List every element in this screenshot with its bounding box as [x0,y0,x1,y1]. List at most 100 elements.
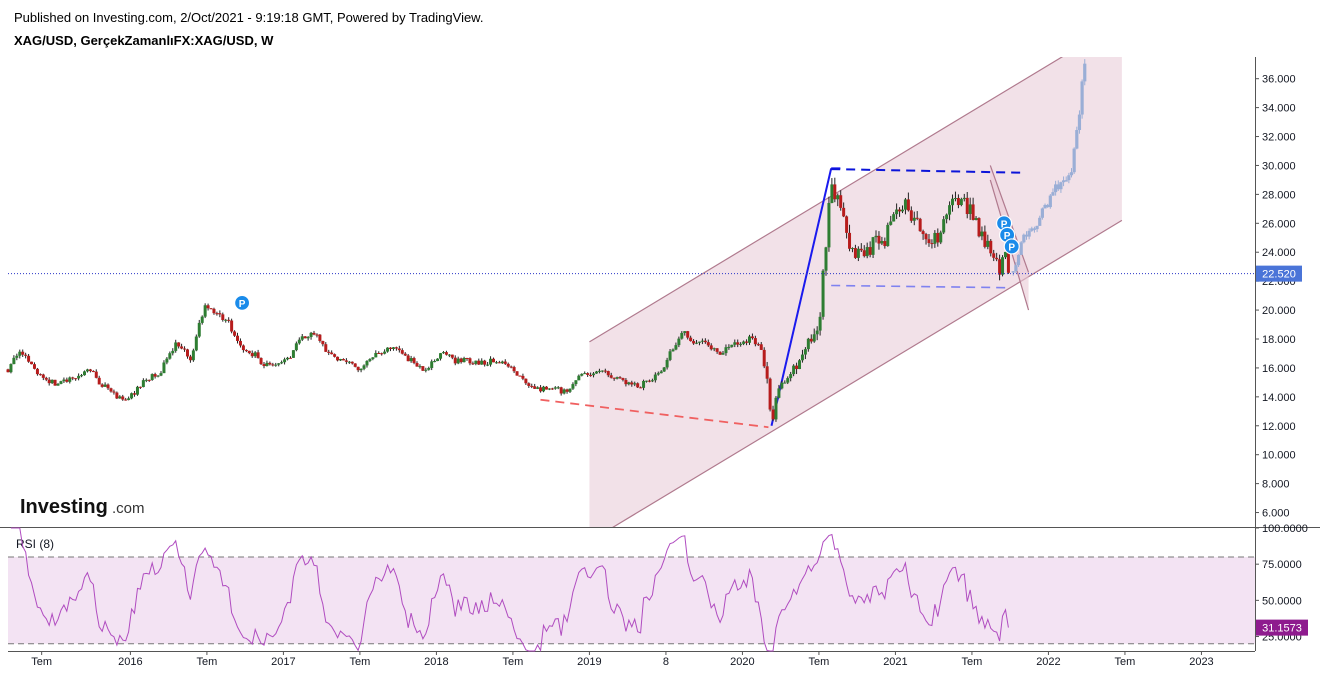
candle-body [556,387,560,389]
candle-body [403,353,407,356]
candle-body [256,352,260,358]
candle-body [565,389,569,392]
candle-body [718,351,722,355]
candle-body [230,320,234,332]
candle-body [562,389,566,394]
candle-body [821,270,825,317]
candle-body [924,234,928,240]
candle-body [97,377,101,385]
candle-body [630,382,634,385]
candle-body [750,336,754,339]
candle-body [374,352,378,358]
candle-body [74,378,78,380]
candle-body [544,386,548,390]
candle-body [109,388,113,392]
candle-body [959,199,963,206]
candle-body [297,339,301,344]
candle-body [927,239,931,244]
candle-body [185,349,189,357]
candle-body [739,343,743,345]
candle-body [430,361,434,368]
candle-body [789,374,793,379]
candle-body [930,243,934,245]
rsi-tick-label: 50.0000 [1262,595,1302,607]
candle-body [333,354,337,357]
candle-body [197,322,201,337]
candle-body [41,374,45,378]
candle-body [518,375,522,377]
candle-body [300,336,304,340]
candle-body [147,379,151,381]
candle-body [703,340,707,343]
candle-body [642,380,646,388]
projection-bar [1080,81,1084,115]
pivot-marker: P [1003,238,1020,255]
candle-body [986,240,990,247]
rsi-last-badge [1256,619,1308,636]
rsi-tick-label: 75.0000 [1262,559,1302,571]
candle-body [368,359,372,361]
candle-body [886,224,890,247]
candle-body [444,352,448,355]
candle-body [574,380,578,385]
candle-body [583,373,587,375]
candle-body [842,207,846,217]
candle-body [871,237,875,255]
candle-body [892,214,896,222]
candle-body [609,375,613,378]
candle-body [645,380,649,382]
candle-body [597,370,601,372]
candle-body [1001,257,1005,275]
candle-body [303,336,307,339]
logo-main: Investing [20,496,108,518]
candle-body [91,371,95,373]
candle-body [533,386,537,389]
candle-body [494,362,498,364]
candle-body [921,231,925,235]
candle-body [586,373,590,375]
candle-body [44,377,48,380]
candle-body [106,384,110,389]
candle-body [862,250,866,257]
candle-body [948,205,952,215]
candle-body [486,364,490,366]
candle-body [512,367,516,372]
candle-body [421,366,425,371]
candle-body [692,341,696,344]
price-tick-label: 30.000 [1262,160,1296,172]
candle-body [27,355,31,362]
candle-body [62,379,66,382]
candle-body [294,343,298,351]
investing-logo: Investing .com [20,496,145,518]
candle-body [806,338,810,350]
candle-body [745,341,749,343]
candle-body [65,379,69,382]
projection-bar [1054,184,1058,193]
candle-body [121,396,125,400]
candle-body [936,232,940,243]
candle-body [133,393,137,395]
time-tick-label: Tem [503,656,524,668]
candle-body [168,353,172,359]
candle-body [700,340,704,342]
candle-body [592,373,596,376]
candle-body [839,195,843,208]
price-tick-label: 18.000 [1262,334,1296,346]
candle-body [933,232,937,244]
candle-body [527,383,531,386]
candle-body [777,388,781,398]
candle-body [450,354,454,358]
time-tick-label: 2018 [424,656,448,668]
symbol-title: XAG/USD, GerçekZamanlıFX:XAG/USD, W [14,33,274,48]
candle-body [474,360,478,364]
candle-body [730,344,734,347]
candle-body [492,358,496,363]
candle-body [83,371,87,376]
candle-body [291,350,295,358]
candle-body [94,371,98,378]
candle-body [215,313,219,315]
candle-body [194,336,198,351]
candle-body [400,350,404,354]
candle-body [568,388,572,392]
